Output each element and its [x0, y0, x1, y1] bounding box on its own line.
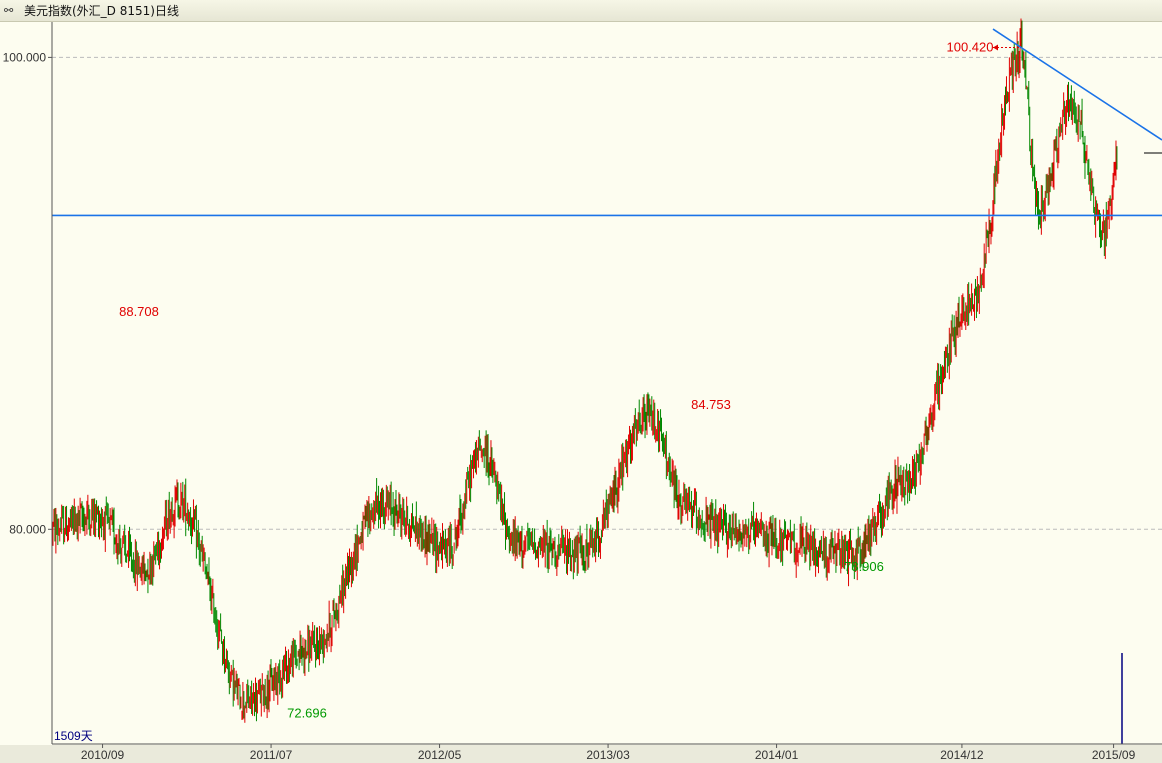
x-tick-label: 2010/09 — [81, 748, 125, 762]
annotation-label: 84.753 — [691, 397, 731, 412]
annotation-label: 100.420 — [947, 39, 994, 54]
y-tick-label: 80.000 — [9, 522, 46, 536]
x-tick-label: 2014/12 — [940, 748, 984, 762]
x-tick-label: 2015/09 — [1092, 748, 1136, 762]
link-icon[interactable]: ⚯ — [4, 4, 14, 17]
x-tick-label: 2011/07 — [250, 748, 293, 762]
resistance-line — [992, 28, 1162, 141]
chart-titlebar: ⚯ 美元指数(外汇_D 8151)日线 — [0, 0, 1162, 22]
annotation-label: 78.906 — [844, 559, 884, 574]
x-tick-label: 2012/05 — [418, 748, 462, 762]
peak-arrow-head — [993, 44, 998, 51]
annotation-label: 72.696 — [287, 706, 327, 721]
x-tick-label: 2013/03 — [586, 748, 630, 762]
y-tick-label: 100.000 — [3, 50, 47, 64]
chart-title: 美元指数(外汇_D 8151)日线 — [24, 4, 179, 18]
annotation-label: 88.708 — [119, 304, 159, 319]
period-label: 1509天 — [54, 729, 93, 743]
x-tick-label: 2014/01 — [755, 748, 799, 762]
x-axis-band — [0, 745, 1162, 763]
